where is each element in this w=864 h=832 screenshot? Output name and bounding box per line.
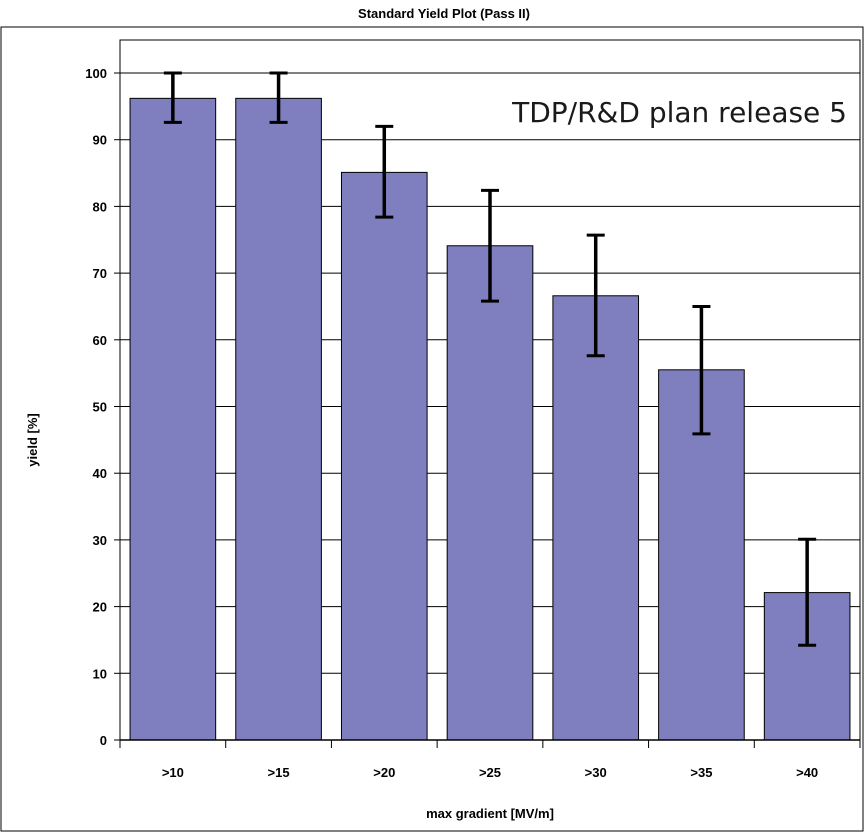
y-tick-label: 20: [93, 600, 107, 615]
error-bars: [163, 71, 817, 647]
x-tick-label: >40: [796, 765, 818, 780]
y-tick-label: 60: [93, 333, 107, 348]
x-tick-label: >20: [373, 765, 395, 780]
chart-title: Standard Yield Plot (Pass II): [358, 6, 530, 21]
y-tick-label: 0: [100, 733, 107, 748]
bar: [552, 295, 640, 741]
x-tick-label: >15: [268, 765, 290, 780]
bar: [235, 97, 322, 741]
y-tick-label: 80: [93, 199, 107, 214]
y-tick-label: 70: [93, 266, 107, 281]
bar: [129, 97, 217, 741]
x-axis-label: max gradient [MV/m]: [426, 806, 554, 821]
bar: [340, 171, 428, 741]
release-annotation: TDP/R&D plan release 5: [511, 96, 847, 129]
x-tick-label: >25: [479, 765, 501, 780]
y-tick-label: 40: [93, 466, 107, 481]
bar: [446, 245, 534, 741]
y-tick-label: 10: [93, 666, 107, 681]
y-axis-ticks: 0 10 20 30 40 50 60 70 80 90 100: [85, 66, 120, 748]
x-tick-label: >10: [162, 765, 184, 780]
y-tick-label: 50: [93, 400, 107, 415]
y-tick-label: 90: [93, 133, 107, 148]
y-tick-label: 100: [85, 66, 107, 81]
x-tick-label: >30: [585, 765, 607, 780]
x-axis-ticks: >10 >15 >20 >25 >30 >35 >40: [119, 739, 861, 780]
y-axis-label: yield [%]: [25, 413, 40, 466]
x-tick-label: >35: [690, 765, 712, 780]
y-tick-label: 30: [93, 533, 107, 548]
